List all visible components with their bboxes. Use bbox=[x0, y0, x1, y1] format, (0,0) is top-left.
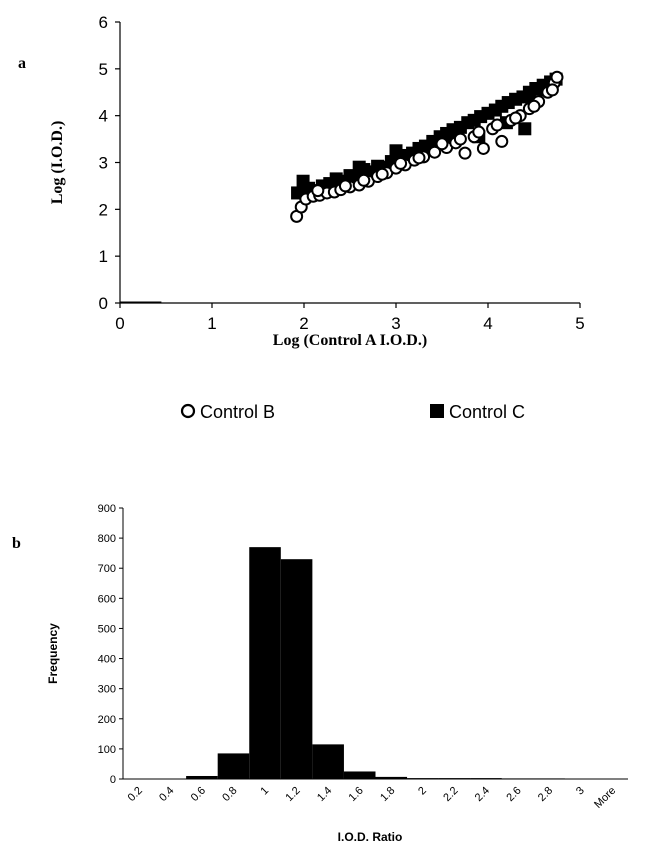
histogram-x-tick-label: 3 bbox=[574, 785, 587, 798]
histogram-y-tick-label: 500 bbox=[98, 623, 116, 635]
legend-marker-control-c bbox=[430, 404, 444, 418]
histogram-x-tick-label: 0.2 bbox=[126, 785, 145, 804]
scatter-y-tick-label: 2 bbox=[99, 200, 108, 219]
scatter-x-tick-label: 3 bbox=[391, 314, 400, 333]
legend-marker-control-b bbox=[180, 403, 196, 419]
control-c-point bbox=[389, 144, 403, 158]
histogram-x-tick-label: 2.8 bbox=[536, 785, 555, 804]
control-b-point bbox=[453, 132, 467, 146]
control-b-point bbox=[394, 156, 408, 170]
histogram-x-tick-label: More bbox=[592, 785, 618, 811]
scatter-x-tick-label: 5 bbox=[575, 314, 584, 333]
control-b-point bbox=[472, 125, 486, 139]
histogram-x-tick-label: 0.6 bbox=[189, 785, 208, 804]
scatter-y-tick-label: 4 bbox=[99, 107, 108, 126]
histogram-y-tick-label: 100 bbox=[98, 744, 116, 756]
control-b-point bbox=[338, 179, 352, 193]
histogram-bar bbox=[343, 771, 376, 779]
control-b-point bbox=[428, 145, 442, 159]
control-b-point bbox=[357, 173, 371, 187]
scatter-y-tick-label: 6 bbox=[99, 13, 108, 32]
control-b-point bbox=[476, 141, 490, 155]
histogram-x-tick-label: 1.4 bbox=[315, 785, 334, 804]
scatter-x-tick-label: 1 bbox=[207, 314, 216, 333]
panel-label-a: a bbox=[18, 55, 26, 72]
control-b-point bbox=[490, 118, 504, 132]
control-b-point bbox=[495, 134, 509, 148]
histogram-y-tick-label: 300 bbox=[98, 684, 116, 696]
control-b-point bbox=[435, 137, 449, 151]
histogram-x-tick-label: 2.4 bbox=[473, 785, 492, 804]
histogram-y-tick-label: 200 bbox=[98, 714, 116, 726]
scatter-x-tick-label: 0 bbox=[115, 314, 124, 333]
histogram-x-axis-label: I.O.D. Ratio bbox=[338, 830, 403, 844]
legend-label-control-b: Control B bbox=[200, 402, 275, 422]
scatter-y-tick-label: 1 bbox=[99, 247, 108, 266]
histogram-chart: 0.2 0.4 0.6 0.8 1 1.2 1.4 1.6 1.8 2 2.2 2.4 2.6 2.8 3 M… bbox=[46, 503, 628, 844]
histogram-x-tick-label: 2.2 bbox=[441, 785, 460, 804]
histogram-x-tick-label: 1.8 bbox=[378, 785, 397, 804]
histogram-y-tick-label: 400 bbox=[98, 654, 116, 666]
legend: Control B Control C bbox=[180, 402, 525, 422]
histogram-y-tick-label: 0 bbox=[110, 774, 116, 786]
scatter-x-tick-label: 4 bbox=[483, 314, 492, 333]
histogram-x-tick-label: 2.6 bbox=[504, 785, 523, 804]
histogram-bar bbox=[217, 753, 250, 779]
scatter-x-axis-label: Log (Control A I.O.D.) bbox=[273, 332, 427, 349]
histogram-y-tick-label: 900 bbox=[98, 503, 116, 515]
scatter-y-tick-label: 5 bbox=[99, 60, 108, 79]
scatter-y-axis-label: Log (I.O.D.) bbox=[49, 121, 66, 205]
histogram-x-tick-label: 1.6 bbox=[347, 785, 366, 804]
histogram-bar bbox=[375, 776, 408, 779]
control-b-point bbox=[458, 146, 472, 160]
control-b-point bbox=[545, 83, 559, 97]
histogram-y-tick-label: 600 bbox=[98, 593, 116, 605]
histogram-bar bbox=[312, 744, 344, 779]
histogram-x-tick-label: 0.4 bbox=[157, 785, 176, 804]
control-b-point bbox=[375, 167, 389, 181]
control-b-point bbox=[311, 184, 325, 198]
panel-label-b: b bbox=[12, 535, 21, 552]
scatter-y-tick-label: 3 bbox=[99, 154, 108, 173]
control-b-point bbox=[412, 151, 426, 165]
scatter-chart: 0 1 2 3 4 5 0 1 2 3 4 5 6 Log (Control A I.O.D.) Lo… bbox=[49, 13, 585, 349]
histogram-bar bbox=[249, 547, 281, 779]
legend-label-control-c: Control C bbox=[449, 402, 525, 422]
scatter-x-tick-label: 2 bbox=[299, 314, 308, 333]
histogram-x-tick-label: 1.2 bbox=[283, 785, 302, 804]
histogram-bar bbox=[280, 559, 313, 779]
control-c-point bbox=[518, 122, 532, 136]
histogram-x-tick-label: 0.8 bbox=[220, 785, 239, 804]
control-c-point bbox=[352, 160, 366, 174]
histogram-y-tick-label: 700 bbox=[98, 563, 116, 575]
control-b-point bbox=[527, 99, 541, 113]
histogram-y-tick-label: 800 bbox=[98, 533, 116, 545]
scatter-y-tick-label: 0 bbox=[99, 294, 108, 313]
control-b-point bbox=[550, 70, 564, 84]
histogram-x-tick-label: 1 bbox=[258, 785, 271, 798]
histogram-y-axis-label: Frequency bbox=[46, 623, 60, 684]
histogram-x-tick-label: 2 bbox=[416, 785, 429, 798]
histogram-bar bbox=[186, 775, 218, 779]
control-b-point bbox=[509, 111, 523, 125]
